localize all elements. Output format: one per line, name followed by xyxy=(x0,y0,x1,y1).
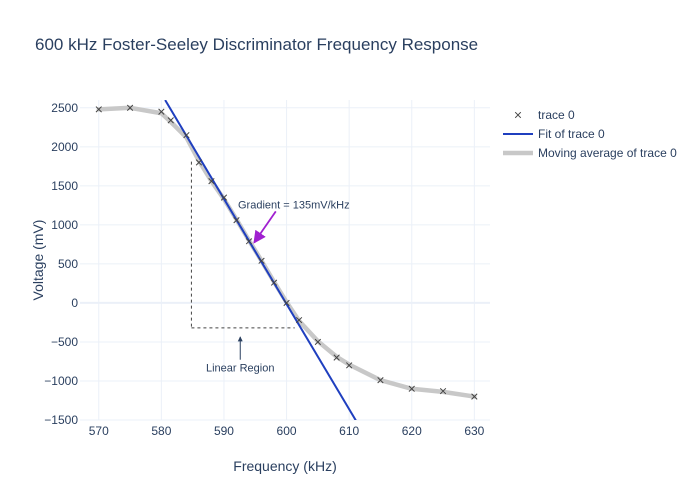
x-tick-label: 580 xyxy=(151,424,171,438)
x-tick-label: 600 xyxy=(277,424,297,438)
y-tick-label: 1000 xyxy=(51,218,78,232)
trace-0-point xyxy=(333,354,340,361)
trace-0-point xyxy=(220,194,228,201)
x-tick-label: 630 xyxy=(464,424,484,438)
legend-item[interactable]: trace 0 xyxy=(514,108,575,122)
plot-area xyxy=(95,100,478,420)
x-tick-labels: 570 580 590 600 610 620 630 xyxy=(89,424,485,438)
trace-0-point xyxy=(295,316,303,324)
y-tick-label: −500 xyxy=(51,335,78,349)
trace-0-point xyxy=(167,117,174,124)
trace-0-point xyxy=(208,178,215,185)
trace-0-point xyxy=(408,385,415,392)
y-tick-labels: −1500 −1000 −500 0 500 1000 1500 2000 2500 xyxy=(44,101,78,427)
legend-label: trace 0 xyxy=(538,108,575,122)
trace-0-point xyxy=(270,279,278,286)
y-tick-label: −1500 xyxy=(44,413,78,427)
trace-0-point xyxy=(471,393,478,400)
x-tick-label: 570 xyxy=(89,424,109,438)
x-tick-label: 620 xyxy=(402,424,422,438)
x-axis-title: Frequency (kHz) xyxy=(233,458,336,474)
linear-region-annotation: Linear Region xyxy=(206,363,275,375)
y-tick-label: 2500 xyxy=(51,101,78,115)
trace-0-point xyxy=(233,217,240,224)
trace-0-point xyxy=(95,106,102,113)
legend-label: Moving average of trace 0 xyxy=(538,146,677,160)
trace-0-point xyxy=(377,377,384,384)
trace-0-point xyxy=(245,238,253,245)
trace-0-point xyxy=(283,299,290,307)
x-tick-label: 590 xyxy=(214,424,234,438)
trace-0-point xyxy=(314,338,322,346)
legend-label: Fit of trace 0 xyxy=(538,127,605,141)
trace-0-point xyxy=(158,108,165,115)
trace-0-point xyxy=(439,387,447,395)
trace-0-point xyxy=(126,104,134,111)
x-tick-label: 610 xyxy=(339,424,359,438)
legend-marker-icon xyxy=(514,111,522,119)
trace-0-point xyxy=(346,362,353,369)
trace-0-point xyxy=(183,131,190,139)
y-tick-label: 2000 xyxy=(51,140,78,154)
legend[interactable]: trace 0 Fit of trace 0 Moving average of t… xyxy=(503,108,677,160)
legend-item[interactable]: Moving average of trace 0 xyxy=(503,146,677,160)
y-tick-label: 0 xyxy=(71,296,78,310)
y-tick-label: −1000 xyxy=(44,374,78,388)
trace-0-point xyxy=(258,257,265,264)
linear-region-guides xyxy=(190,161,295,329)
chart-title: 600 kHz Foster-Seeley Discriminator Freq… xyxy=(35,35,478,54)
legend-item[interactable]: Fit of trace 0 xyxy=(503,127,605,141)
gradient-annotation: Gradient = 135mV/kHz xyxy=(238,199,350,211)
gridlines xyxy=(80,100,490,421)
trace-0-point xyxy=(195,159,203,166)
gradient-arrow xyxy=(253,210,277,244)
y-axis-title: Voltage (mV) xyxy=(30,220,46,301)
annotations: Gradient = 135mV/kHz Linear Region xyxy=(206,199,350,374)
y-tick-label: 500 xyxy=(58,257,78,271)
y-tick-label: 1500 xyxy=(51,179,78,193)
